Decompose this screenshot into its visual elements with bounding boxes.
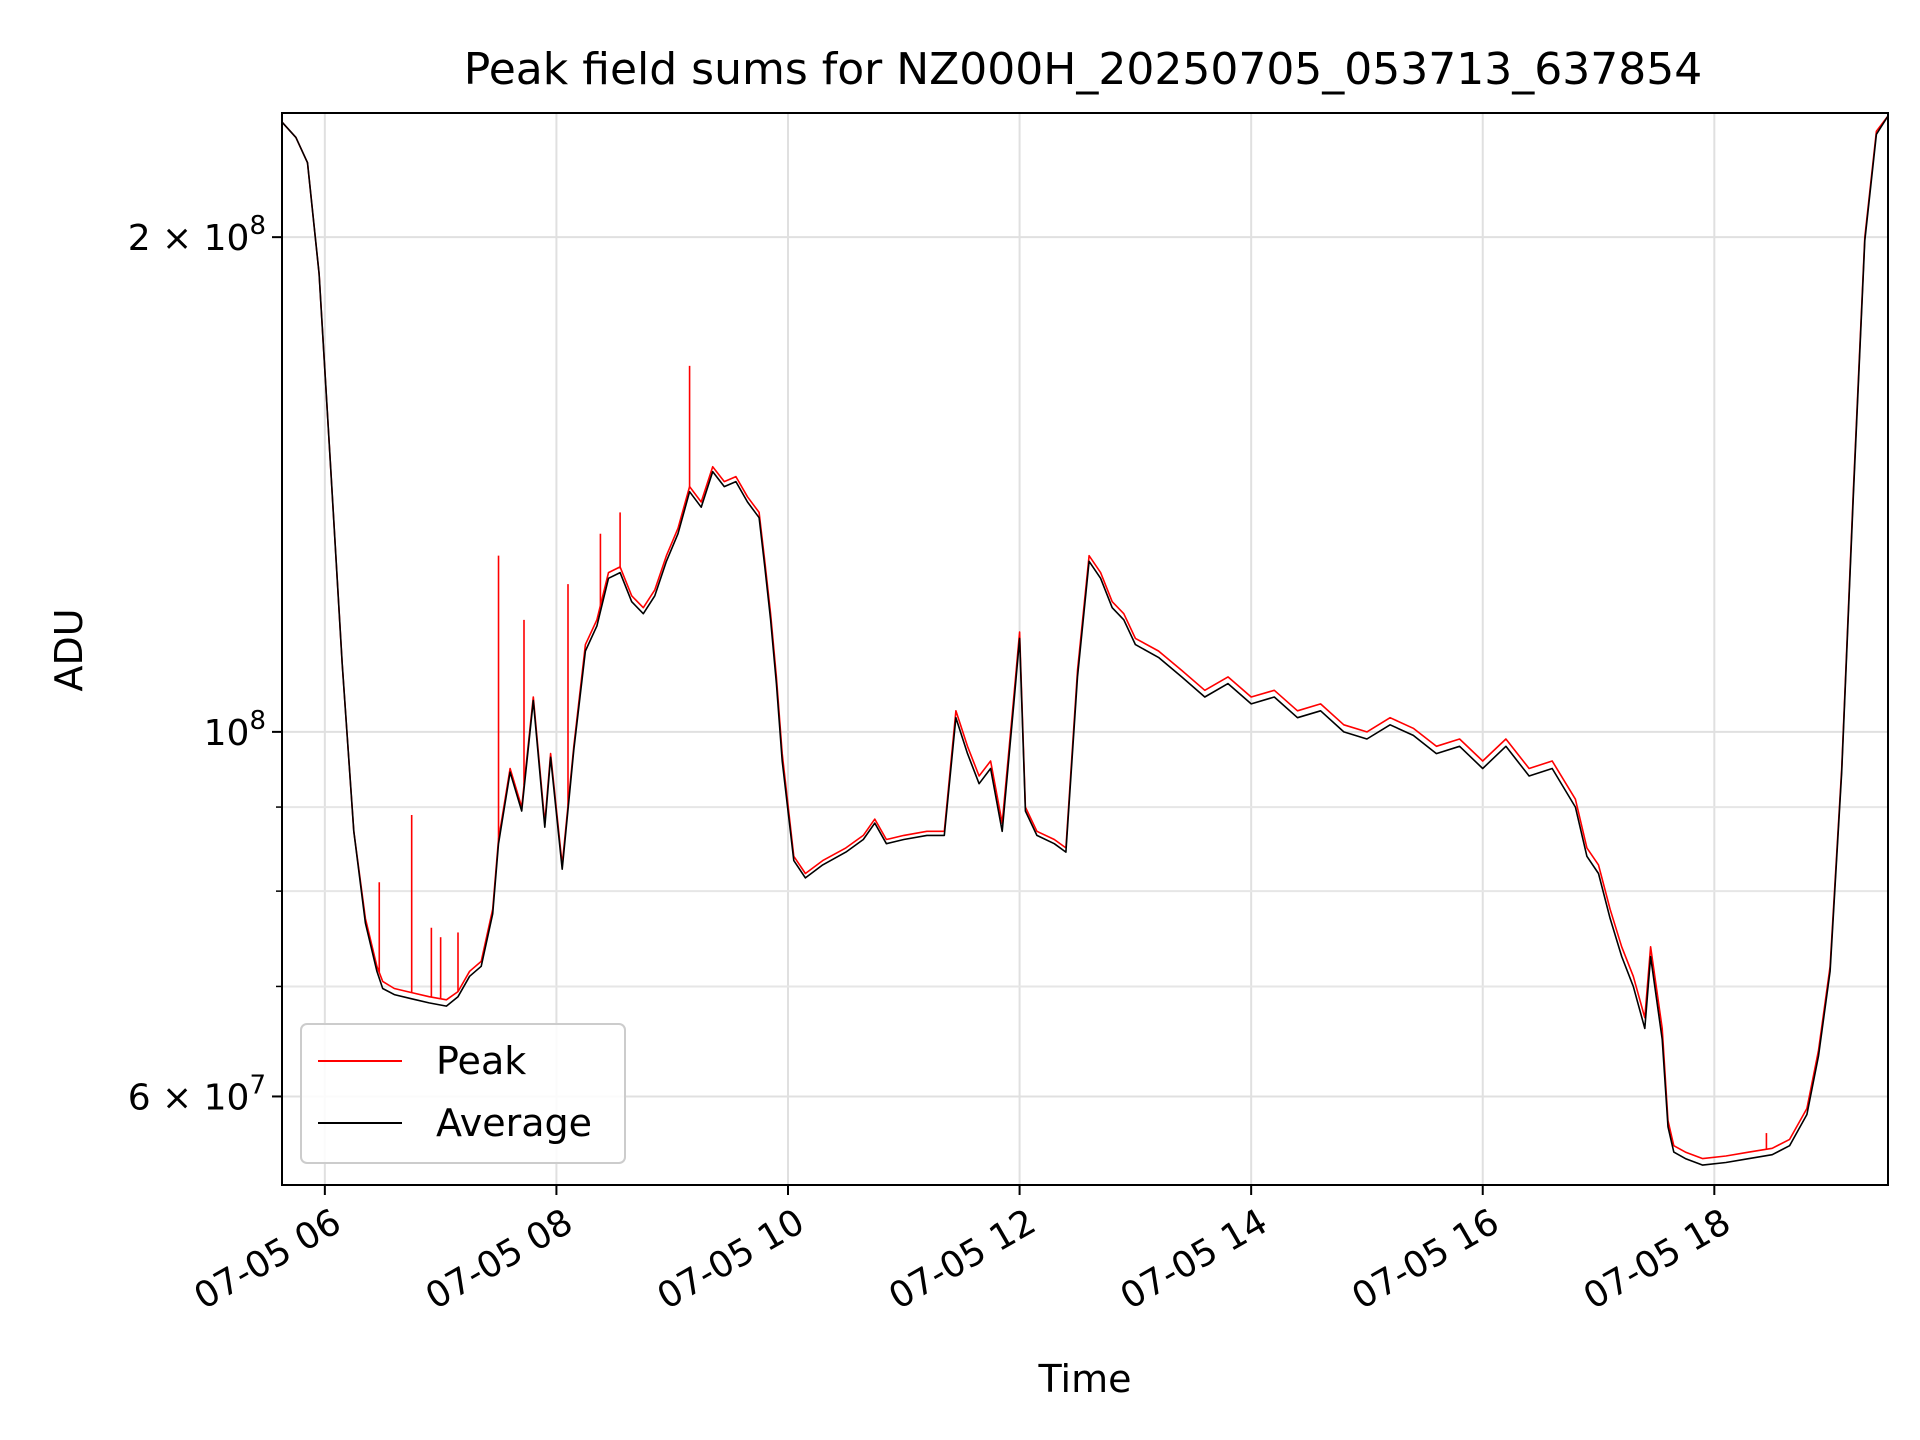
y-tick-label: 2 × 108 [128,211,266,259]
legend: Peak Average [300,1023,626,1164]
legend-box [300,1023,626,1164]
y-tick-label-exponent: 8 [249,706,266,736]
y-tick-label-base: 10 [204,713,250,754]
y-axis-label: ADU [47,608,91,691]
y-tick-label: 108 [204,706,266,754]
series-line-average [282,115,1888,1166]
y-tick-label-exponent: 8 [249,211,266,241]
y-tick-label-base: 2 × 10 [128,218,250,259]
legend-peak-label: Peak [436,1039,526,1083]
y-tick-label: 6 × 107 [128,1070,266,1118]
x-axis-label: Time [1038,1357,1132,1401]
plot-frame [281,112,1889,1186]
grid [282,113,1888,1185]
series-line-peak [282,115,1888,1160]
series-layer [282,115,1888,1166]
legend-average-label: Average [436,1101,592,1145]
y-tick-label-exponent: 7 [249,1070,266,1100]
chart-title: Peak field sums for NZ000H_20250705_0537… [464,44,1702,95]
y-tick-label-base: 6 × 10 [128,1077,250,1118]
